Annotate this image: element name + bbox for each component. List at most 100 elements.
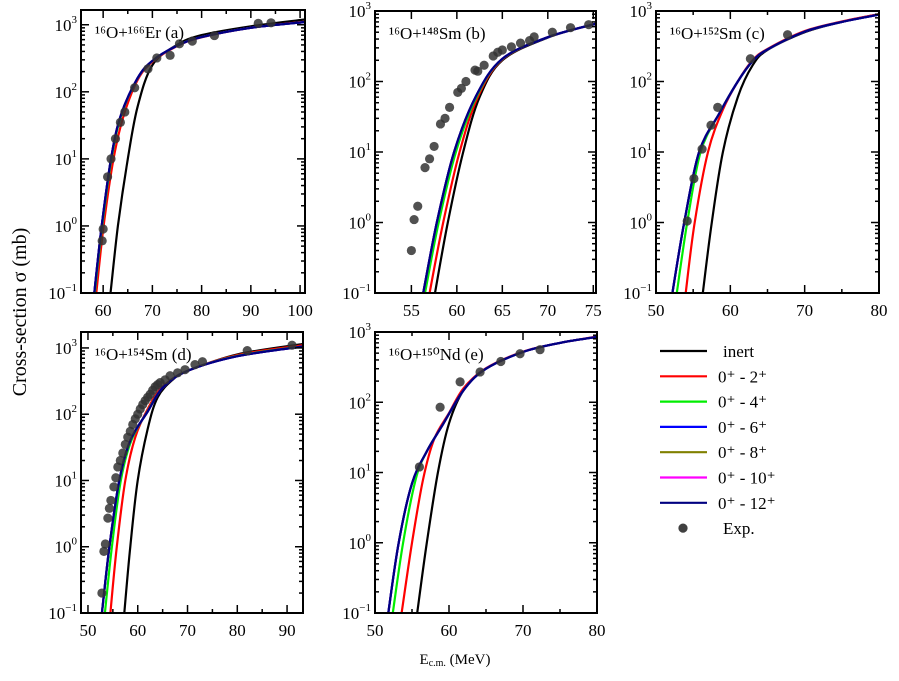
legend-label: 0⁺ - 8⁺ bbox=[718, 443, 767, 462]
legend-label: inert bbox=[723, 342, 754, 361]
y-axis-title: Cross-section σ (mb) bbox=[9, 228, 31, 397]
series-line-inert bbox=[123, 342, 303, 613]
series-line-0-10- bbox=[422, 22, 596, 293]
exp-data-point bbox=[209, 30, 220, 41]
y-tick-label: 102 bbox=[630, 71, 653, 92]
x-tick-label: 70 bbox=[515, 621, 532, 640]
exp-data-point bbox=[682, 216, 692, 226]
exp-data-point bbox=[420, 163, 430, 173]
exp-data-point bbox=[456, 83, 466, 93]
x-tick-label: 100 bbox=[287, 301, 313, 320]
exp-data-point bbox=[414, 462, 424, 472]
exp-data-point bbox=[152, 53, 162, 63]
series-line-0-4- bbox=[423, 22, 596, 293]
y-tick-label: 102 bbox=[55, 403, 78, 424]
series-line-0-12- bbox=[422, 22, 596, 293]
curves bbox=[671, 13, 879, 293]
exp-data-point bbox=[106, 154, 116, 164]
panel-title: ¹⁶O+¹⁶⁶Er (a) bbox=[95, 23, 184, 42]
y-tick-label: 100 bbox=[349, 212, 372, 233]
panel-title: ¹⁶O+¹⁵⁴Sm (d) bbox=[95, 345, 192, 364]
exp-data-point bbox=[102, 172, 113, 182]
y-tick-label: 101 bbox=[55, 148, 78, 169]
series-line-0-12- bbox=[671, 13, 879, 293]
series-line-0-8- bbox=[100, 345, 303, 613]
x-tick-label: 70 bbox=[179, 621, 196, 640]
exp-data-point bbox=[547, 27, 557, 37]
y-tick-label: 101 bbox=[349, 462, 372, 483]
series-line-0-8- bbox=[93, 20, 305, 293]
exp-data-point bbox=[165, 371, 175, 381]
exp-data-point bbox=[479, 60, 489, 70]
legend-label: Exp. bbox=[723, 519, 755, 538]
series-line-0-6- bbox=[100, 345, 303, 613]
series-line-inert bbox=[701, 13, 879, 293]
legend-label: 0⁺ - 2⁺ bbox=[718, 367, 767, 386]
panel-b: 10−1 100 101 102 103 55 60 65 70 75 ¹⁶O+¹⁴⁸Sm (b) bbox=[342, 0, 601, 320]
y-tick-label: 102 bbox=[55, 81, 78, 102]
x-tick-label: 50 bbox=[367, 621, 384, 640]
exp-data-point bbox=[697, 144, 707, 154]
exp-data-point bbox=[180, 365, 190, 375]
series-line-0-12- bbox=[93, 20, 305, 293]
exp-data-point bbox=[97, 236, 107, 246]
series-line-0-6- bbox=[387, 335, 597, 613]
curves bbox=[387, 335, 597, 613]
legend-item: 0⁺ - 6⁺ bbox=[660, 418, 767, 437]
exp-data-point bbox=[287, 340, 297, 350]
exp-data-point bbox=[506, 42, 517, 52]
legend-item: 0⁺ - 8⁺ bbox=[660, 443, 767, 462]
y-tick-label: 10−1 bbox=[48, 282, 77, 303]
x-tick-label: 60 bbox=[129, 621, 146, 640]
curves bbox=[97, 340, 303, 613]
exp-data-point bbox=[565, 23, 576, 33]
panels: 10−1 100 101 102 103 60 70 80 90 100 ¹⁶O+¹⁶⁶Er (a)… bbox=[48, 0, 887, 640]
series-line-inert bbox=[433, 22, 596, 293]
exp-data-point bbox=[100, 539, 110, 549]
exp-data-point bbox=[98, 224, 108, 234]
exp-data-point bbox=[104, 503, 114, 513]
legend-label: 0⁺ - 4⁺ bbox=[718, 393, 767, 412]
x-axis-title-sub: c.m. bbox=[429, 658, 446, 669]
exp-data-point bbox=[111, 473, 121, 483]
exp-data-point bbox=[115, 455, 125, 466]
exp-data-point bbox=[455, 377, 465, 387]
exp-data-point bbox=[125, 426, 135, 437]
y-tick-label: 101 bbox=[55, 469, 78, 490]
y-tick-label: 103 bbox=[55, 337, 78, 358]
series-line-0-2- bbox=[400, 335, 597, 613]
x-tick-label: 60 bbox=[441, 621, 458, 640]
exp-data-point bbox=[706, 120, 716, 130]
exp-data-point bbox=[103, 513, 113, 523]
exp-data-point bbox=[529, 32, 539, 42]
exp-data-point bbox=[409, 214, 419, 225]
legend-label: 0⁺ - 12⁺ bbox=[718, 494, 776, 513]
y-tick-label: 103 bbox=[55, 14, 78, 35]
legend-item: inert bbox=[660, 342, 754, 361]
exp-data-point bbox=[535, 345, 545, 355]
series-line-0-8- bbox=[671, 13, 879, 293]
legend-item: 0⁺ - 4⁺ bbox=[660, 393, 767, 412]
series-line-0-8- bbox=[422, 22, 596, 293]
exp-data-point bbox=[97, 588, 107, 598]
x-tick-label: 80 bbox=[871, 301, 888, 320]
exp-data-point bbox=[406, 245, 416, 256]
curves bbox=[93, 18, 305, 293]
exp-data-point bbox=[782, 30, 793, 40]
exp-data-point bbox=[266, 18, 276, 28]
y-tick-label: 100 bbox=[55, 536, 78, 557]
exp-data-point bbox=[440, 113, 450, 123]
y-tick-label: 100 bbox=[55, 215, 78, 236]
panel-e: 10−1 100 101 102 103 50 60 70 80 ¹⁶O+¹⁵⁰Nd (e) bbox=[342, 321, 605, 640]
x-tick-label: 60 bbox=[95, 301, 112, 320]
exp-data-point bbox=[473, 66, 483, 76]
series-line-0-2- bbox=[684, 13, 879, 293]
x-axis-title-main: E bbox=[420, 652, 429, 668]
legend: inert 0⁺ - 2⁺ 0⁺ - 4⁺ 0⁺ - 6⁺ 0⁺ - 8⁺ 0⁺ - 10… bbox=[660, 342, 776, 538]
panel-title: ¹⁶O+¹⁴⁸Sm (b) bbox=[389, 24, 486, 43]
exp-data-point bbox=[429, 141, 439, 152]
x-axis-title-unit: (MeV) bbox=[446, 652, 491, 668]
legend-item: 0⁺ - 12⁺ bbox=[660, 494, 776, 513]
exp-data-point bbox=[143, 64, 153, 74]
series-line-0-4- bbox=[93, 20, 305, 293]
